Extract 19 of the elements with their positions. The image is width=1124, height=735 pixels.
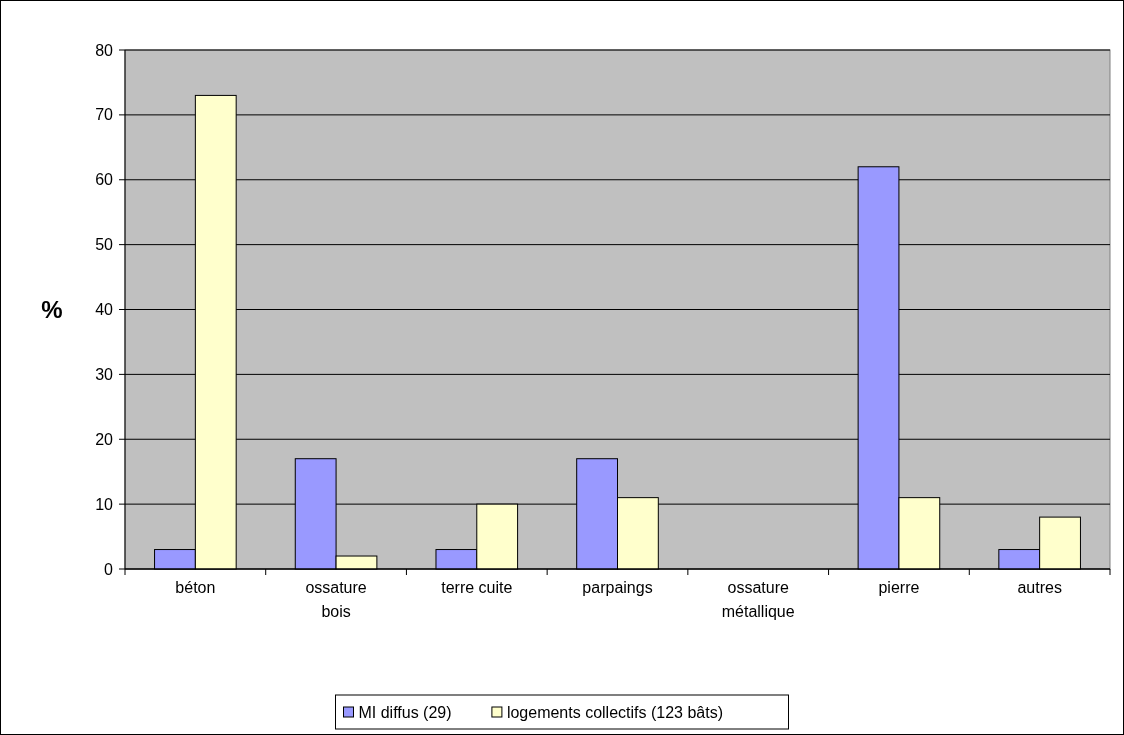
x-tick-label: ossature métallique	[721, 579, 795, 620]
y-tick-label: 70	[95, 106, 114, 124]
y-tick-label: 20	[95, 430, 114, 448]
x-tick-label: pierre	[878, 579, 920, 596]
legend-label: logements collectifs (123 bâts)	[506, 703, 724, 721]
y-tick-label: 80	[95, 41, 114, 59]
y-axis-title: %	[41, 295, 63, 323]
y-tick-label: 60	[95, 171, 114, 189]
x-tick-label: ossature bois	[305, 579, 367, 620]
legend-label: MI diffus (29)	[358, 703, 452, 721]
y-tick-label: 40	[95, 301, 114, 319]
y-tick-label: 10	[95, 495, 114, 513]
y-tick-label: 50	[95, 236, 114, 254]
y-tick-label: 30	[95, 365, 114, 383]
y-tick-label: 0	[104, 560, 114, 578]
x-tick-label: terre cuite	[441, 579, 513, 596]
x-tick-label: parpaings	[582, 579, 653, 596]
x-tick-label: béton	[175, 579, 216, 596]
x-tick-label: autres	[1017, 579, 1062, 596]
